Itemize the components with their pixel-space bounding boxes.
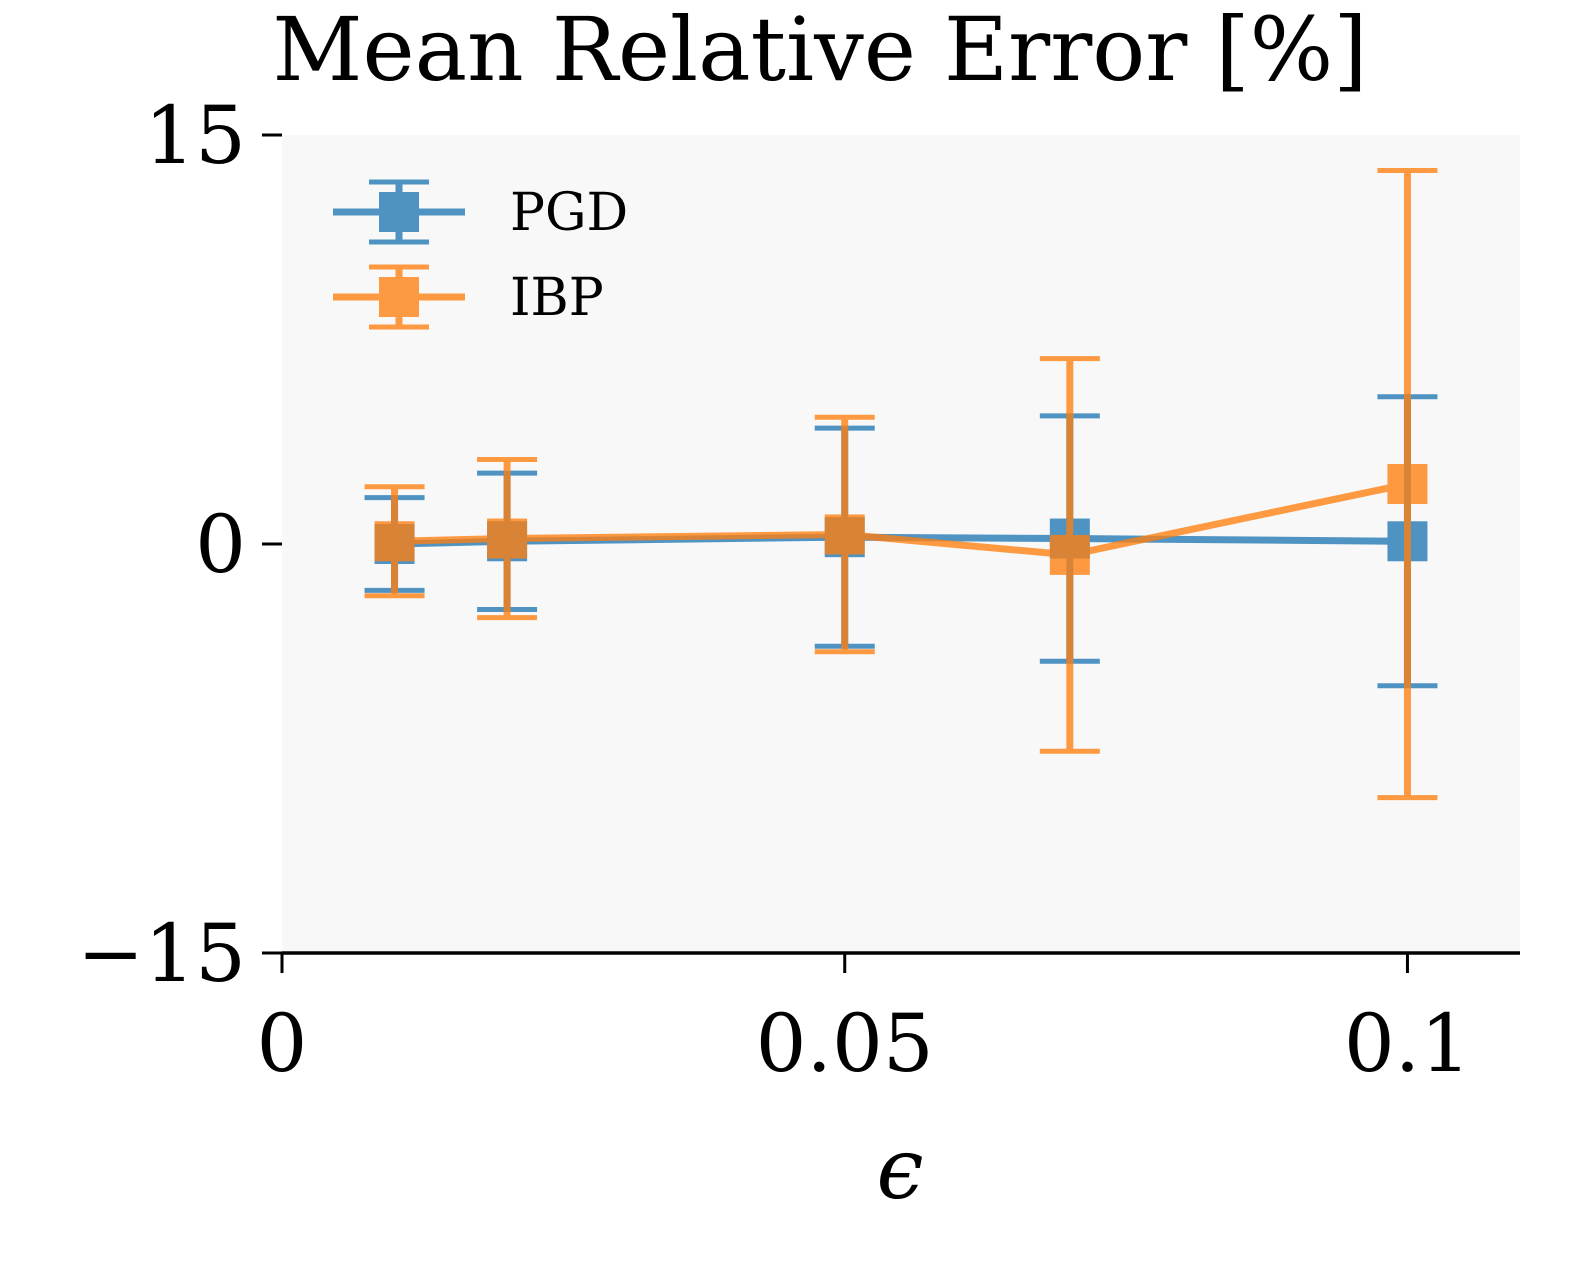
ibp-point: [374, 521, 415, 562]
legend-handle-ibp: [333, 264, 465, 330]
series-layer: [364, 167, 1438, 801]
y-tick-label: −15: [77, 907, 246, 1000]
legend: PGD IBP: [333, 179, 628, 330]
y-tick-label: 15: [144, 89, 246, 182]
x-tick-label: 0.05: [756, 997, 934, 1090]
legend-label-pgd: PGD: [510, 183, 628, 243]
chart-title: Mean Relative Error [%]: [272, 0, 1367, 101]
x-axis-label: ϵ: [876, 1120, 923, 1218]
legend-marker: [379, 277, 419, 317]
legend-marker: [379, 192, 419, 232]
ibp-point: [824, 514, 865, 555]
legend-handle-pgd: [333, 179, 465, 245]
y-tick-label: 0: [195, 498, 246, 591]
ibp-point: [487, 518, 528, 559]
ibp-point: [1387, 464, 1428, 505]
x-tick-label: 0: [257, 997, 308, 1090]
series-ibp: [364, 167, 1438, 801]
ibp-point: [1049, 534, 1090, 575]
legend-label-ibp: IBP: [510, 268, 604, 328]
x-tick-label: 0.1: [1344, 997, 1471, 1090]
